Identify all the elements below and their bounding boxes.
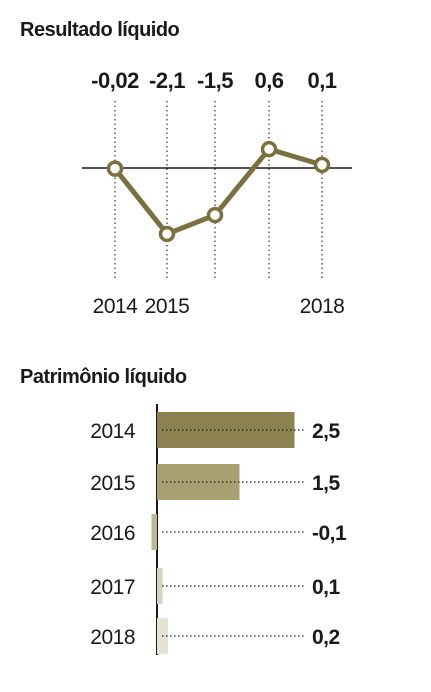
data-point bbox=[313, 156, 331, 174]
bar-category-label: 2017 bbox=[90, 576, 135, 599]
data-point bbox=[158, 225, 176, 243]
bar-value-label: 2,5 bbox=[312, 420, 341, 443]
value-label: 0,6 bbox=[254, 68, 283, 93]
bar-chart-title: Patrimônio líquido bbox=[20, 366, 187, 388]
bar-value-label: 1,5 bbox=[312, 472, 341, 495]
bar-category-label: 2018 bbox=[90, 626, 135, 649]
value-label: -0,02 bbox=[91, 68, 139, 93]
value-label: 0,1 bbox=[307, 68, 336, 93]
bar-value-label: -0,1 bbox=[312, 522, 347, 545]
bar-category-label: 2016 bbox=[90, 522, 135, 545]
bar bbox=[157, 568, 163, 604]
x-tick-label: 2014 bbox=[93, 295, 139, 318]
bar-category-label: 2015 bbox=[90, 472, 135, 495]
bar bbox=[157, 412, 295, 448]
line-chart-title: Resultado líquido bbox=[20, 19, 180, 41]
bar-category-label: 2014 bbox=[90, 420, 136, 443]
data-point bbox=[260, 140, 278, 158]
value-label: -1,5 bbox=[197, 68, 233, 93]
value-label: -2,1 bbox=[149, 68, 185, 93]
bar-value-label: 0,2 bbox=[312, 626, 340, 649]
line-chart: -0,02 -2,1 -1,5 0,6 0,1 2014 2015 2018 bbox=[82, 68, 352, 318]
data-point bbox=[206, 206, 224, 224]
x-tick-label: 2015 bbox=[145, 295, 190, 318]
data-point bbox=[106, 160, 124, 177]
x-tick-label: 2018 bbox=[300, 295, 345, 318]
bar bbox=[151, 514, 157, 550]
bar-value-label: 0,1 bbox=[312, 576, 341, 599]
